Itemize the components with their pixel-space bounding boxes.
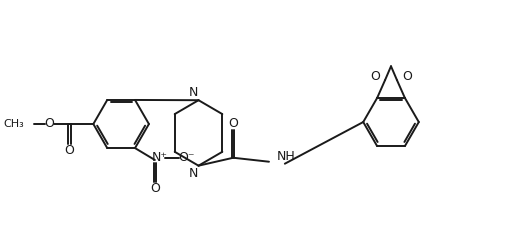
Text: O: O (150, 182, 160, 195)
Text: N: N (189, 86, 198, 99)
Text: CH₃: CH₃ (3, 119, 24, 129)
Text: NH: NH (277, 150, 296, 163)
Text: O⁻: O⁻ (178, 151, 195, 165)
Text: O: O (44, 116, 54, 130)
Text: O: O (228, 116, 238, 130)
Text: O: O (402, 70, 412, 83)
Text: O: O (64, 144, 74, 157)
Text: N: N (189, 167, 198, 180)
Text: O: O (370, 70, 380, 83)
Text: N⁺: N⁺ (152, 151, 168, 165)
